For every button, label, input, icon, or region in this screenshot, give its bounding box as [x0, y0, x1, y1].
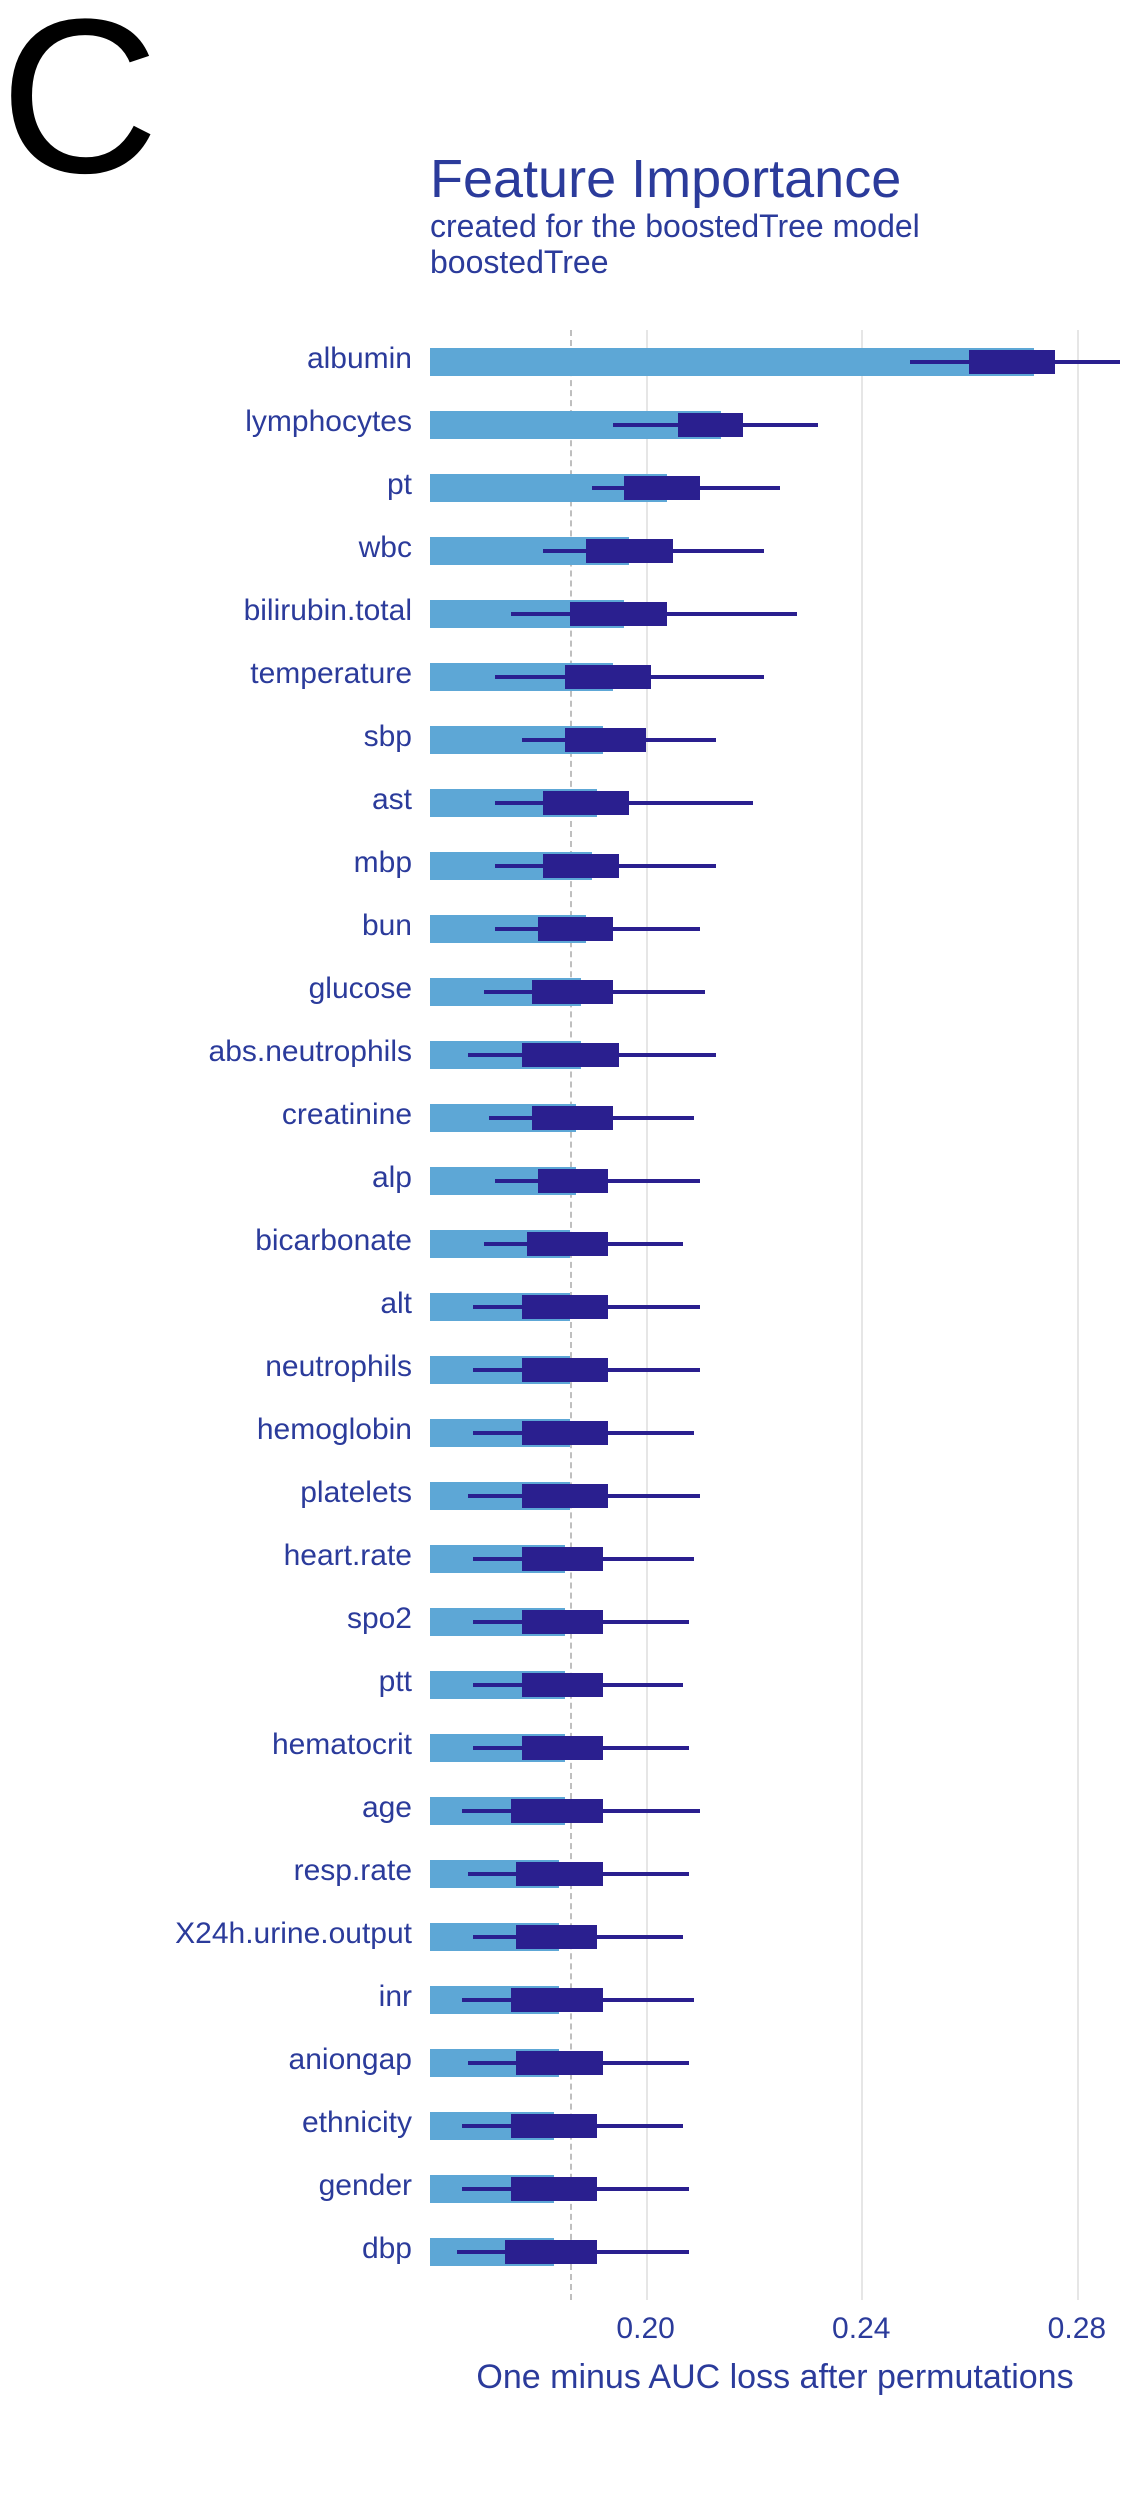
chart-title-sub1: created for the boostedTree model	[430, 209, 920, 244]
box	[969, 350, 1055, 374]
chart-title: Feature Importance created for the boost…	[430, 150, 920, 280]
feature-importance-chart: C Feature Importance created for the boo…	[0, 0, 1139, 2500]
feature-label: wbc	[0, 531, 412, 565]
box	[624, 476, 699, 500]
box	[522, 1673, 603, 1697]
feature-label: alt	[0, 1287, 412, 1321]
gridline	[1077, 330, 1079, 2300]
feature-label: aniongap	[0, 2043, 412, 2077]
box	[522, 1358, 608, 1382]
box	[505, 2240, 597, 2264]
box	[565, 728, 646, 752]
feature-label: bun	[0, 909, 412, 943]
feature-label: neutrophils	[0, 1350, 412, 1384]
chart-title-main: Feature Importance	[430, 150, 920, 209]
feature-label: spo2	[0, 1602, 412, 1636]
box	[538, 1169, 608, 1193]
box	[565, 665, 651, 689]
x-axis-title: One minus AUC loss after permutations	[430, 2358, 1120, 2397]
box	[538, 917, 613, 941]
gridline	[646, 330, 648, 2300]
feature-label: ast	[0, 783, 412, 817]
feature-label: hemoglobin	[0, 1413, 412, 1447]
feature-label: mbp	[0, 846, 412, 880]
feature-label: hematocrit	[0, 1728, 412, 1762]
box	[532, 1106, 613, 1130]
feature-label: sbp	[0, 720, 412, 754]
feature-label: X24h.urine.output	[0, 1917, 412, 1951]
box	[527, 1232, 608, 1256]
feature-label: alp	[0, 1161, 412, 1195]
box	[522, 1547, 603, 1571]
x-tick-label: 0.20	[606, 2312, 686, 2346]
box	[543, 854, 618, 878]
box	[522, 1295, 608, 1319]
feature-label: resp.rate	[0, 1854, 412, 1888]
box	[522, 1736, 603, 1760]
feature-label: bilirubin.total	[0, 594, 412, 628]
feature-label: heart.rate	[0, 1539, 412, 1573]
box	[570, 602, 667, 626]
box	[516, 1862, 602, 1886]
box	[511, 2114, 597, 2138]
box	[511, 2177, 597, 2201]
gridline	[861, 330, 863, 2300]
feature-label: creatinine	[0, 1098, 412, 1132]
feature-label: abs.neutrophils	[0, 1035, 412, 1069]
feature-label: age	[0, 1791, 412, 1825]
x-tick-label: 0.24	[821, 2312, 901, 2346]
box	[522, 1421, 608, 1445]
feature-label: gender	[0, 2169, 412, 2203]
feature-label: lymphocytes	[0, 405, 412, 439]
box	[543, 791, 629, 815]
feature-label: ethnicity	[0, 2106, 412, 2140]
x-tick-label: 0.28	[1037, 2312, 1117, 2346]
chart-title-sub2: boostedTree	[430, 245, 920, 280]
panel-letter: C	[0, 0, 159, 223]
feature-label: glucose	[0, 972, 412, 1006]
box	[532, 980, 613, 1004]
feature-label: platelets	[0, 1476, 412, 1510]
box	[516, 2051, 602, 2075]
box	[522, 1610, 603, 1634]
box	[516, 1925, 597, 1949]
feature-label: albumin	[0, 342, 412, 376]
box	[511, 1988, 603, 2012]
box	[522, 1484, 608, 1508]
box	[522, 1043, 619, 1067]
plot-area	[430, 330, 1120, 2300]
feature-label: inr	[0, 1980, 412, 2014]
feature-label: temperature	[0, 657, 412, 691]
feature-label: dbp	[0, 2232, 412, 2266]
box	[678, 413, 743, 437]
feature-label: pt	[0, 468, 412, 502]
box	[511, 1799, 603, 1823]
feature-label: ptt	[0, 1665, 412, 1699]
feature-label: bicarbonate	[0, 1224, 412, 1258]
box	[586, 539, 672, 563]
